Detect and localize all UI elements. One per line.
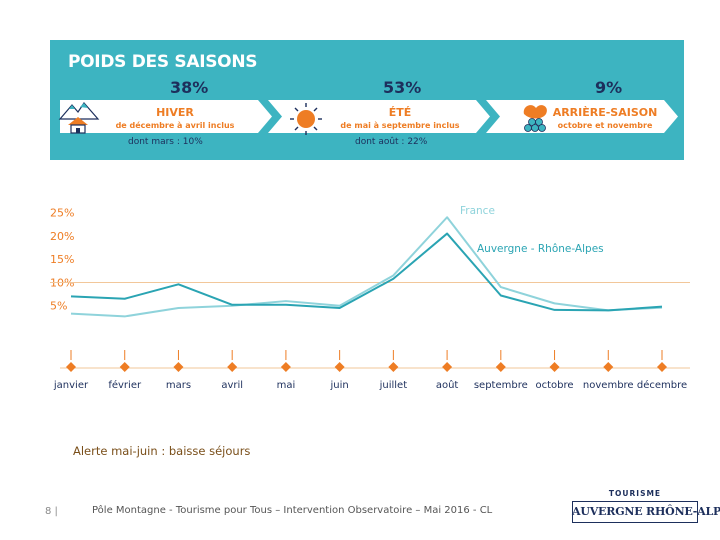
y-tick-label: 20% [50,230,74,243]
x-tick-label: octobre [536,380,574,391]
x-tick-label: juin [330,380,349,391]
x-tick-label: mai [277,380,296,391]
logo-name-text: AUVERGNE RHÔNE-ALPES [572,505,720,518]
month-marker [495,362,506,372]
month-marker [334,362,345,372]
mountain-chalet-icon [58,102,100,134]
x-tick-label: janvier [53,380,89,391]
series-line-0 [70,216,663,318]
season-range-late: octobre et novembre [557,121,653,130]
logo-top-text: TOURISME [608,489,662,498]
slide-number: 8 | [45,506,58,517]
month-marker [603,362,614,372]
x-tick-label: juillet [379,380,408,391]
grapes-leaf-icon [523,105,547,132]
month-marker [227,362,238,372]
x-tick-label: novembre [583,380,634,391]
x-tick-label: février [108,379,142,391]
season-name-late: ARRIÈRE-SAISON [552,106,658,119]
season-pct-winter: 38% [170,78,209,97]
season-pct-late: 9% [595,78,623,97]
series-label-0: France [460,205,495,217]
season-range-summer: de mai à septembre inclus [340,121,460,130]
footer-text: Pôle Montagne - Tourisme pour Tous – Int… [92,505,493,516]
chevron-late [486,100,678,133]
banner-title: POIDS DES SAISONS [68,52,258,72]
series-label-1: Auvergne - Rhône-Alpes [477,243,604,255]
month-marker [442,362,453,372]
brand-logo: TOURISME AUVERGNE RHÔNE-ALPES [572,489,720,527]
sun-icon [290,103,322,135]
logo-frame [572,501,698,523]
month-marker [657,362,667,372]
season-sub-winter: dont mars : 10% [128,137,203,147]
x-tick-label: décembre [637,379,687,391]
x-tick-label: septembre [474,380,528,391]
month-marker [66,362,76,372]
x-tick-label: avril [221,380,243,391]
series-line-1 [70,232,663,312]
y-tick-label: 15% [50,253,74,266]
x-tick-label: août [436,379,459,391]
x-tick-label: mars [166,380,191,391]
season-sub-summer: dont août : 22% [355,137,428,147]
month-marker [388,362,399,372]
season-name-summer: ÉTÉ [388,106,412,119]
season-range-winter: de décembre à avril inclus [115,121,235,130]
y-tick-label: 25% [50,207,74,220]
month-marker [280,362,291,372]
season-name-winter: HIVER [156,106,194,119]
alert-text: Alerte mai-juin : baisse séjours [73,444,251,458]
month-marker [119,362,130,372]
month-marker [549,362,560,372]
month-marker [173,362,184,372]
y-tick-label: 5% [50,300,67,313]
season-pct-summer: 53% [383,78,422,97]
